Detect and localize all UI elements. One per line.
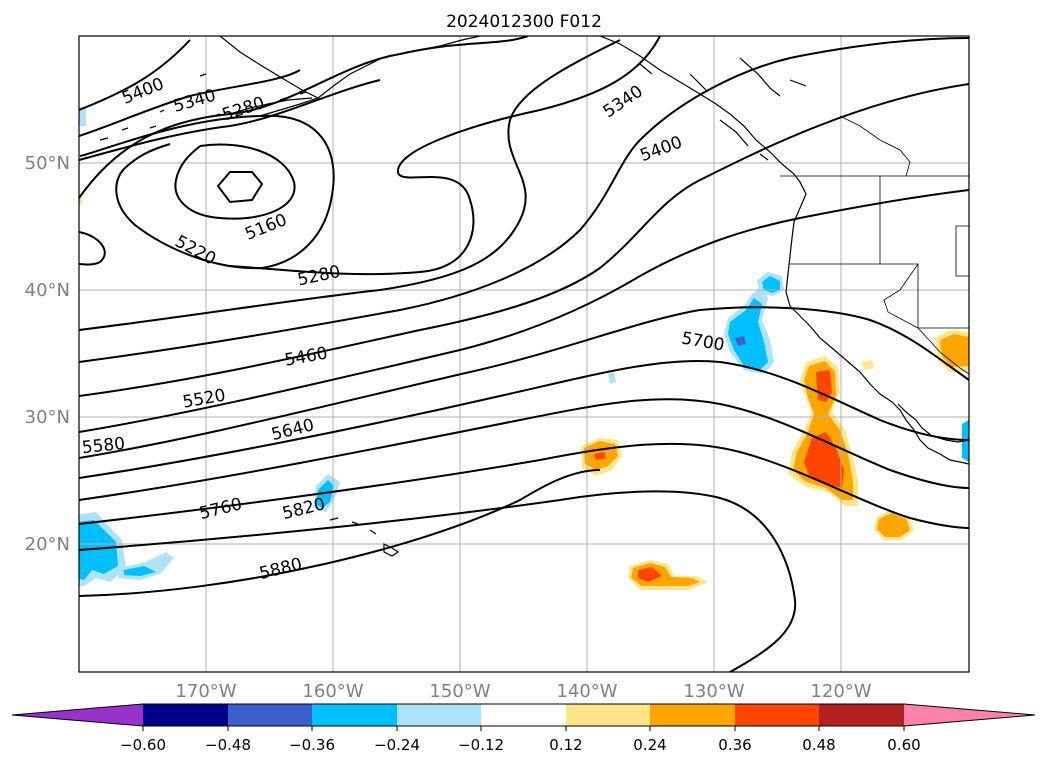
contour-labels: 5400 5340 5280 5160 5220 5280 5460 5520 … xyxy=(81,74,726,584)
contour-label: 5340 xyxy=(171,86,218,117)
contour-label: 5580 xyxy=(81,434,126,458)
colorbar-tick-label: 0.24 xyxy=(633,736,666,754)
lat-label: 40°N xyxy=(25,280,70,301)
colorbar-segment xyxy=(228,704,312,726)
contour-label: 5400 xyxy=(638,133,685,167)
colorbar-segment xyxy=(735,704,819,726)
colorbar-segment xyxy=(819,704,904,726)
colorbar-segment xyxy=(481,704,566,726)
lon-label: 140°W xyxy=(556,681,617,702)
lat-label: 30°N xyxy=(25,407,70,428)
colorbar-tick-label: −0.60 xyxy=(120,736,166,754)
lat-label: 20°N xyxy=(25,534,70,555)
contour-label: 5760 xyxy=(197,494,244,524)
lon-label: 130°W xyxy=(683,681,744,702)
colorbar-tick-label: −0.12 xyxy=(458,736,504,754)
colorbar-extend-high xyxy=(904,704,1035,726)
colorbar-tick-label: −0.48 xyxy=(205,736,251,754)
latitude-labels: 50°N 40°N 30°N 20°N xyxy=(25,153,70,555)
colorbar: −0.60 −0.48 −0.36 −0.24 −0.12 0.12 0.24 … xyxy=(11,703,1036,754)
colorbar-tick-label: −0.36 xyxy=(289,736,335,754)
contour-label: 5280 xyxy=(296,262,342,291)
longitude-labels: 170°W 160°W 150°W 140°W 130°W 120°W xyxy=(175,681,871,702)
lon-label: 150°W xyxy=(429,681,490,702)
colorbar-segment xyxy=(397,704,481,726)
height-contours xyxy=(79,36,969,672)
lon-label: 120°W xyxy=(810,681,871,702)
political-borders xyxy=(780,115,969,375)
contour-label: 5700 xyxy=(680,328,726,355)
colorbar-tick-label: 0.48 xyxy=(802,736,835,754)
contour-label: 5220 xyxy=(172,232,220,270)
contour-label: 5520 xyxy=(181,385,227,412)
lon-label: 160°W xyxy=(302,681,363,702)
colorbar-segment xyxy=(143,704,228,726)
colorbar-tick-label: 0.60 xyxy=(887,736,920,754)
colorbar-segment xyxy=(566,704,650,726)
lon-label: 170°W xyxy=(175,681,236,702)
colorbar-tick-label: 0.12 xyxy=(549,736,582,754)
contour-label: 5880 xyxy=(257,554,304,584)
gridlines xyxy=(79,36,969,672)
map-title: 2024012300 F012 xyxy=(446,12,602,32)
contour-label: 5280 xyxy=(220,93,267,125)
lat-label: 50°N xyxy=(25,153,70,174)
colorbar-extend-low xyxy=(12,704,143,726)
colorbar-segment xyxy=(312,704,397,726)
colorbar-tick-label: 0.36 xyxy=(718,736,751,754)
contour-label: 5460 xyxy=(283,343,329,370)
map-frame xyxy=(78,35,970,673)
map-area: 5400 5340 5280 5160 5220 5280 5460 5520 … xyxy=(79,36,969,672)
colorbar-segment xyxy=(650,704,735,726)
colorbar-tick-label: −0.24 xyxy=(374,736,420,754)
